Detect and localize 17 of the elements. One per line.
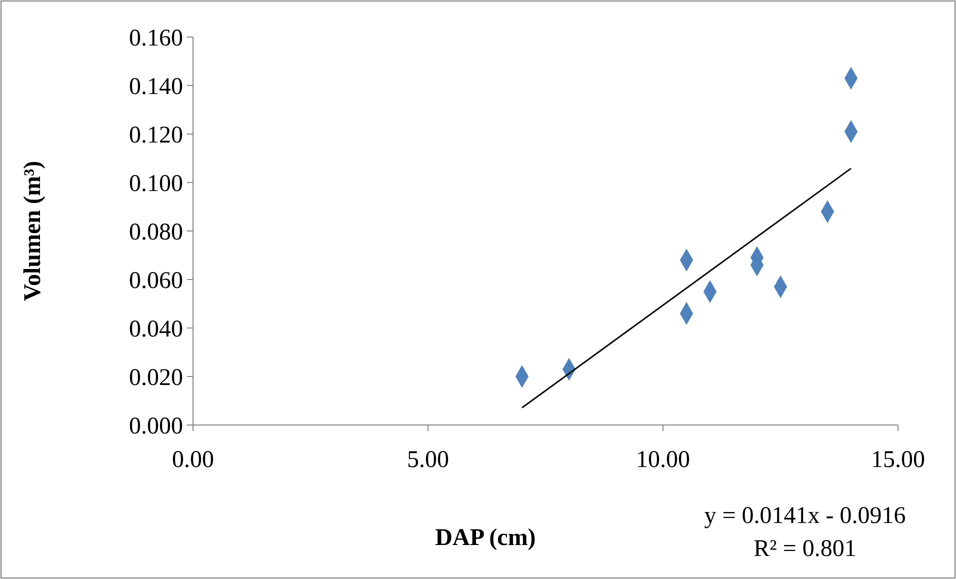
x-tick-label: 15.00 bbox=[871, 447, 925, 473]
y-tick-label: 0.080 bbox=[129, 219, 183, 246]
y-tick-label: 0.040 bbox=[129, 316, 183, 342]
text: R² = 0.801 bbox=[754, 536, 856, 562]
x-tick-label: 5.00 bbox=[407, 447, 449, 473]
y-tick-label: 0.120 bbox=[129, 122, 183, 148]
y-axis-title: Volumen (m³) bbox=[20, 160, 46, 302]
y-tick-label: 0.060 bbox=[129, 268, 183, 294]
y-tick-label: 0.100 bbox=[129, 170, 183, 197]
y-tick-label: 0.140 bbox=[129, 74, 183, 100]
x-axis-title: DAP (cm) bbox=[435, 525, 536, 551]
y-tick-label: 0.000 bbox=[129, 413, 183, 440]
y-tick-label: 0.160 bbox=[129, 25, 183, 52]
x-tick-label: 0.00 bbox=[172, 447, 214, 473]
x-tick-label: 10.00 bbox=[636, 447, 690, 473]
text: y = 0.0141x - 0.0916 bbox=[704, 503, 906, 529]
y-tick-label: 0.020 bbox=[129, 364, 183, 391]
